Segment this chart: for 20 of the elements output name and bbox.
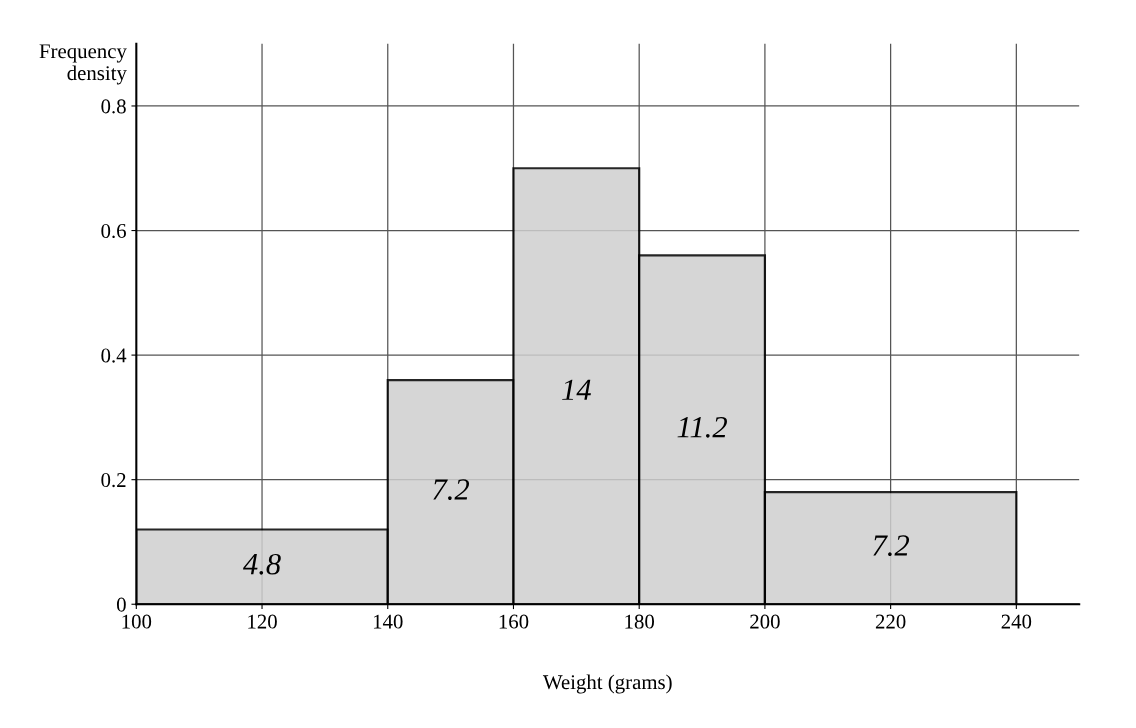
- y-tick-label: 0.8: [101, 99, 126, 114]
- y-tick-label: 0.2: [101, 473, 126, 488]
- annotation: 14: [562, 379, 591, 400]
- x-tick-label: 100: [122, 614, 152, 629]
- y-axis-title: Frequency density: [39, 44, 127, 85]
- x-tick-label: 220: [875, 614, 906, 629]
- x-tick-label: 140: [373, 614, 403, 629]
- x-tick-label: 160: [499, 614, 529, 629]
- annotation: 7.2: [433, 479, 470, 500]
- y-tick-label: 0.6: [101, 223, 126, 239]
- y-tick-label: 0: [116, 597, 126, 612]
- annotation: 11.2: [677, 416, 727, 438]
- x-tick-label: 240: [1001, 614, 1032, 629]
- annotation: 4.8: [243, 553, 281, 575]
- x-axis-title: Weight (grams): [542, 674, 672, 694]
- annotation: 7.2: [873, 535, 910, 556]
- x-tick-label: 200: [750, 614, 780, 629]
- x-tick-label: 180: [625, 614, 655, 629]
- y-tick-label: 0.4: [101, 348, 127, 363]
- x-tick-label: 120: [248, 614, 277, 629]
